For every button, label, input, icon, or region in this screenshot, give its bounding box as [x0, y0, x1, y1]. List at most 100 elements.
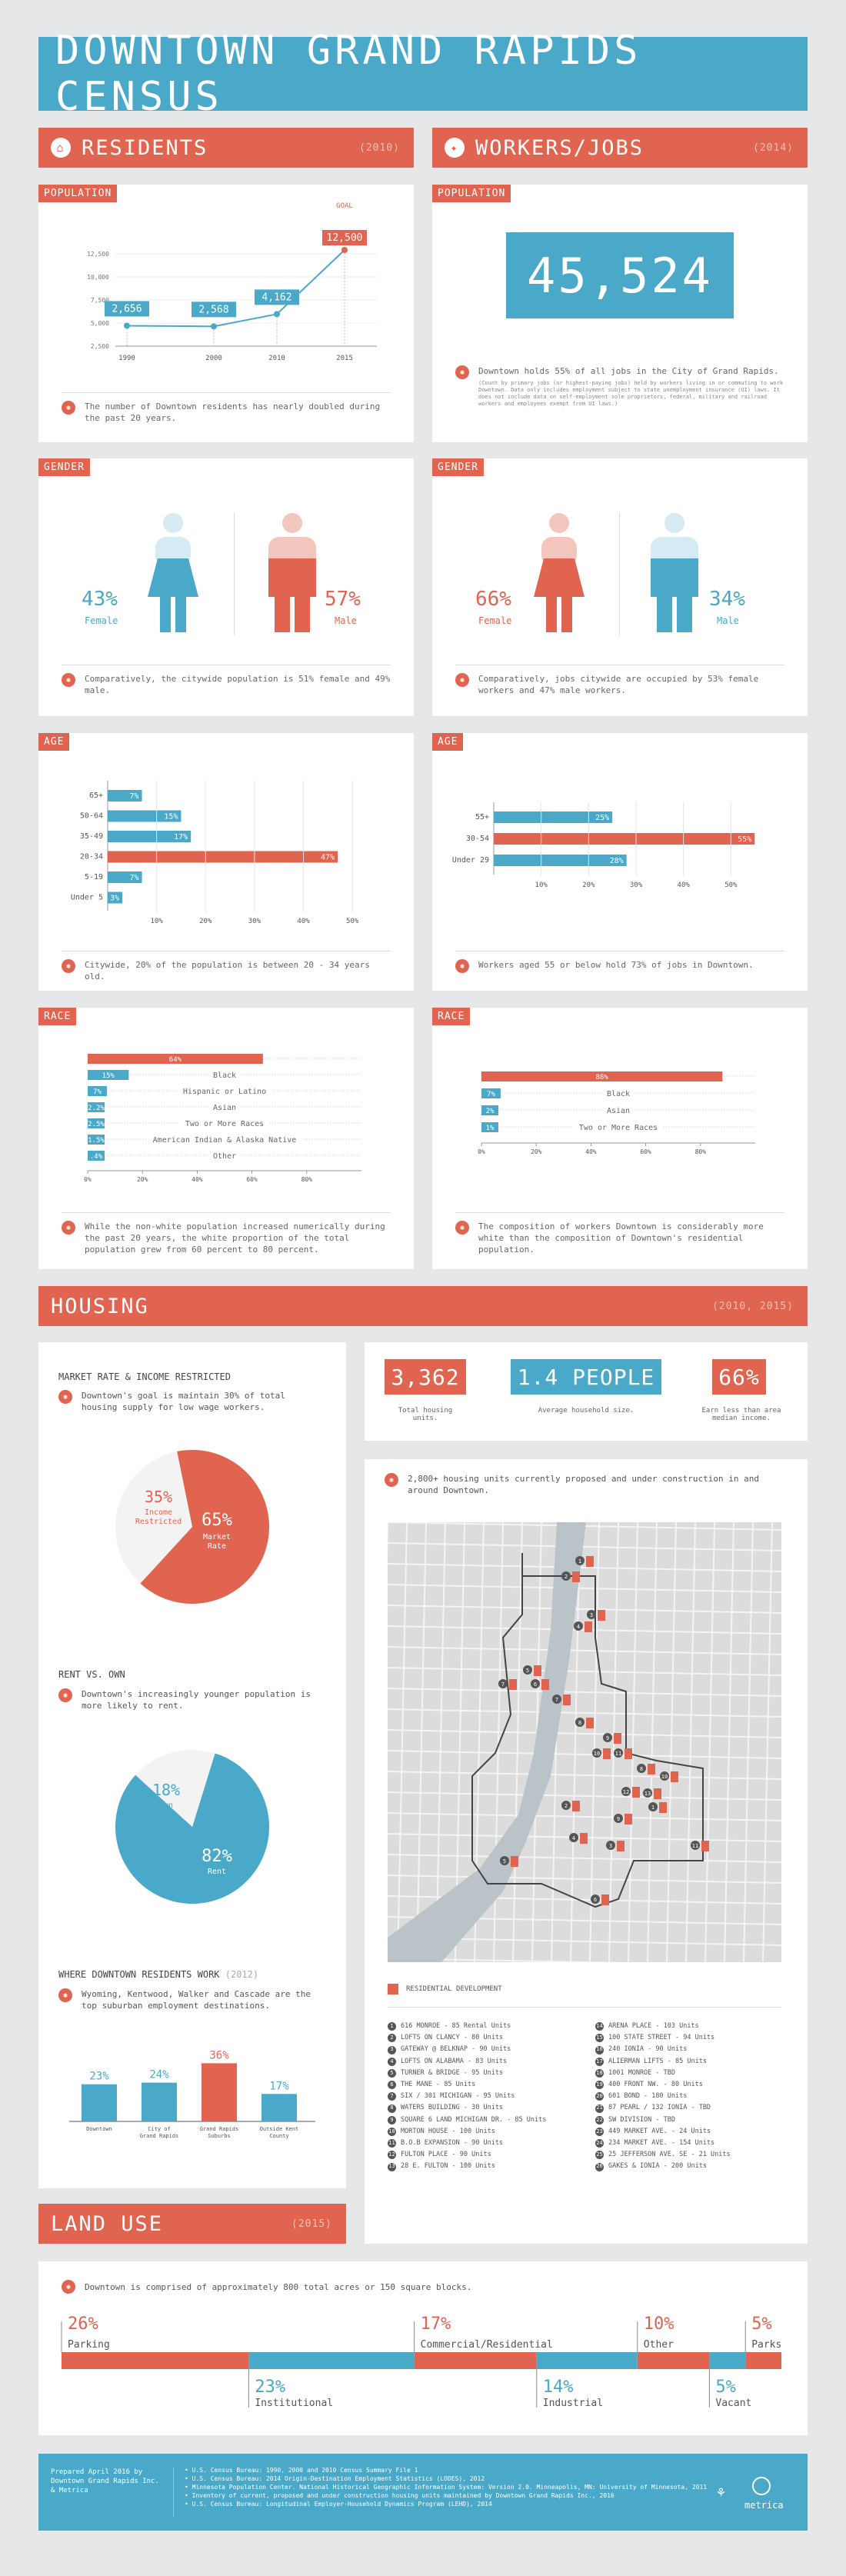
site-number-marker: [643, 1788, 652, 1798]
development-name: SIX / 301 MICHIGAN - 95 Units: [401, 2092, 515, 2101]
income-restricted-label: Restricted: [135, 1518, 182, 1526]
land-use-segment: [414, 2352, 537, 2369]
site-number: 11: [692, 1843, 698, 1849]
site-number-marker: [637, 1764, 646, 1773]
development-number: 6: [388, 2081, 396, 2090]
x-tick-label: 60%: [640, 1148, 651, 1155]
street: [570, 1522, 581, 1962]
land-use-pct: 23%: [255, 2378, 285, 2397]
category-label: Suburbs: [208, 2133, 231, 2139]
worker-age-chart: 55+ 25% 30-54 55% Under 29 28% 10% 20% 30% 40% 50%: [452, 802, 755, 889]
land-use-pct: 5%: [751, 2314, 772, 2334]
where-work-title: WHERE DOWNTOWN RESIDENTS WORK: [58, 1969, 220, 1980]
development-site: [598, 1610, 605, 1621]
divider: [234, 512, 235, 635]
bar: [481, 1071, 723, 1081]
site-number: 1: [578, 1558, 581, 1565]
market-rate-note: Downtown's goal is maintain 30% of total…: [82, 1391, 285, 1412]
briefcase-icon: ✦: [445, 138, 465, 158]
site-number-marker: [603, 1733, 612, 1742]
bar: [108, 871, 142, 883]
street: [647, 1522, 658, 1962]
worker-male-pct: 34%: [709, 588, 745, 611]
land-use-label: Industrial: [543, 2398, 603, 2409]
development-name: 400 FRONT NW. - 80 Units: [608, 2081, 703, 2089]
development-item: 20 601 BOND - 180 Units: [595, 2091, 731, 2102]
land-use-pct: 5%: [715, 2378, 736, 2397]
residents-population-card: POPULATION 12,500 10,000 7,500 5,000 2,500 2,…: [38, 185, 414, 442]
development-number: 8: [388, 2104, 396, 2113]
x-tick-label: 40%: [297, 918, 310, 925]
category-label: City of: [148, 2126, 171, 2132]
bar: [82, 2084, 117, 2121]
data-point: [341, 247, 348, 253]
category-label: American Indian & Alaska Native: [153, 1136, 297, 1145]
site-number-marker: [561, 1571, 571, 1581]
x-tick-label: 1990: [118, 355, 135, 362]
category-label: Asian: [213, 1104, 236, 1112]
development-list-1: 1 616 MONROE - 85 Rental Units 2 LOFTS ON C…: [388, 2021, 546, 2173]
development-name: 601 BOND - 180 Units: [608, 2092, 688, 2101]
bar-value-label: 1%: [486, 1125, 495, 1132]
development-item: 15 100 STATE STREET - 94 Units: [595, 2032, 731, 2044]
site-number-marker: [569, 1833, 578, 1842]
site-number: 7: [555, 1697, 558, 1703]
pie-slice-rent: [115, 1753, 270, 1904]
development-item: 10 MORTON HOUSE - 100 Units: [388, 2126, 546, 2138]
development-name: 449 MARKET AVE. - 24 Units: [608, 2127, 711, 2135]
divider: [619, 512, 620, 635]
development-item: 21 87 PEARL / 132 IONIA - TBD: [595, 2102, 731, 2114]
development-item: 8 WATERS BUILDING - 30 Units: [388, 2102, 546, 2114]
bar-value-label: 15%: [102, 1072, 115, 1080]
median-income-label: Earn less than area median income.: [701, 1407, 781, 1422]
development-name: WATERS BUILDING - 30 Units: [401, 2104, 504, 2112]
category-label: County: [269, 2133, 288, 2139]
development-name: GAKES & IONIA - 200 Units: [608, 2162, 707, 2171]
data-point: [274, 311, 280, 318]
land-use-label: Other: [644, 2339, 674, 2351]
development-item: 6 THE MANE - 85 Units: [388, 2079, 546, 2091]
land-use-segment: [536, 2352, 638, 2369]
development-item: 13 28 E. FULTON - 100 Units: [388, 2161, 546, 2172]
development-site: [614, 1733, 621, 1744]
street: [388, 1875, 781, 1884]
development-number: 25: [595, 2151, 604, 2160]
household-size-value: 1.4 PEOPLE: [511, 1359, 661, 1395]
development-item: 9 SQUARE 6 LAND MICHIGAN DR. - 85 Units: [388, 2114, 546, 2126]
map-legend-label: RESIDENTIAL DEVELOPMENT: [406, 1985, 502, 1993]
development-number: 21: [595, 2104, 604, 2113]
x-tick-label: 20%: [582, 881, 595, 889]
resident-female-label: Female: [85, 615, 118, 626]
residents-gender-note: Comparatively, the citywide population i…: [85, 674, 391, 695]
bar: [88, 1054, 263, 1064]
development-name: 100 STATE STREET - 94 Units: [608, 2034, 715, 2042]
land-use-label: Institutional: [255, 2398, 333, 2409]
bar: [108, 790, 142, 801]
landuse-year: (2015): [291, 2218, 332, 2230]
bar: [88, 1118, 105, 1128]
street: [388, 1812, 781, 1821]
development-name: B.O.B EXPANSION - 90 Units: [401, 2139, 504, 2148]
site-number: 10: [661, 1774, 668, 1780]
street: [388, 1708, 781, 1718]
goal-label: GOAL: [336, 202, 353, 210]
site-number-marker: [648, 1802, 658, 1811]
category-label: Grand Rapids: [140, 2133, 179, 2139]
street: [762, 1522, 773, 1962]
bar: [261, 2094, 297, 2121]
development-item: 19 400 FRONT NW. - 80 Units: [595, 2079, 731, 2091]
street: [388, 1605, 781, 1614]
land-use-label: Parking: [68, 2339, 110, 2351]
x-tick-label: 2015: [336, 355, 353, 362]
footer: Prepared April 2016 by Downtown Grand Ra…: [38, 2454, 808, 2531]
development-number: 3: [388, 2045, 396, 2054]
street: [397, 1522, 408, 1962]
development-site: [572, 1571, 580, 1582]
bar-value-label: 2.5%: [88, 1121, 105, 1128]
workers-population-tag: POPULATION: [432, 185, 511, 202]
bar-value-label: 2%: [486, 1108, 495, 1115]
info-icon: ✱: [385, 1473, 398, 1487]
street: [388, 1646, 781, 1655]
